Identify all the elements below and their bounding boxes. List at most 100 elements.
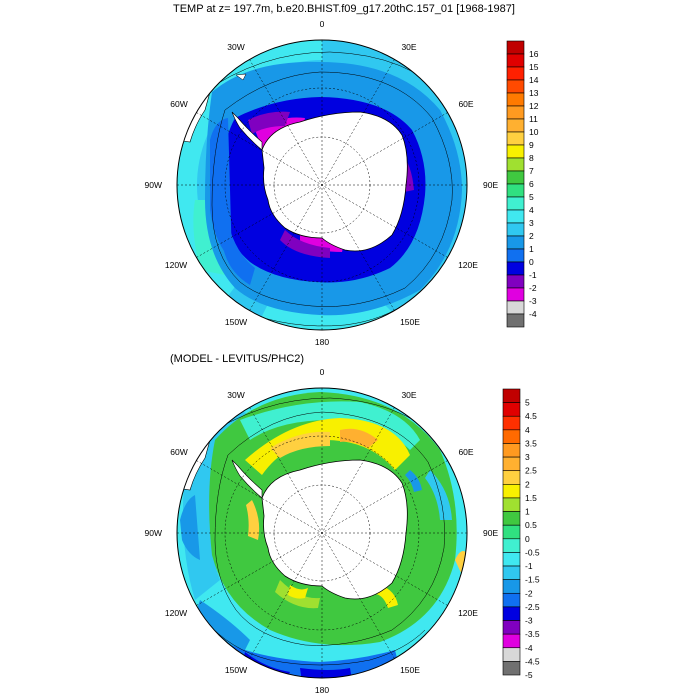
colorbar-level-label: 4: [529, 205, 534, 215]
colorbar-swatch: [502, 633, 521, 649]
colorbar-level-label: 3: [525, 452, 530, 462]
longitude-label: 60W: [170, 447, 187, 457]
colorbar-swatch: [502, 415, 521, 431]
colorbar-swatch: [502, 402, 521, 417]
longitude-label: 180: [315, 685, 329, 695]
longitude-label: 90E: [483, 180, 498, 190]
colorbar-swatch: [506, 92, 525, 107]
colorbar-swatch: [502, 647, 521, 662]
colorbar-level-label: -1.5: [525, 575, 540, 585]
colorbar-swatch: [506, 79, 525, 94]
colorbar-level-label: 1.5: [525, 493, 537, 503]
colorbar-level-label: -1: [529, 270, 537, 280]
colorbar-level-label: 11: [529, 114, 538, 124]
colorbar-level-label: 6: [529, 179, 534, 189]
colorbar-level-label: -2: [529, 283, 537, 293]
panel-1-map-boundary: [176, 39, 468, 331]
longitude-label: 150E: [400, 665, 420, 675]
colorbar-swatch: [506, 196, 525, 211]
colorbar-level-label: 16: [529, 49, 539, 59]
colorbar-swatch: [506, 40, 525, 55]
colorbar-level-label: -2.5: [525, 602, 540, 612]
colorbar-level-label: 4: [525, 425, 530, 435]
longitude-label: 60W: [170, 99, 187, 109]
colorbar-swatch: [506, 118, 525, 133]
colorbar-swatch: [502, 620, 521, 635]
colorbar-swatch: [502, 470, 521, 485]
colorbar-swatch: [506, 183, 525, 198]
colorbar-level-label: 2: [525, 479, 530, 489]
longitude-label: 30W: [227, 390, 244, 400]
colorbar-level-label: 1: [525, 507, 530, 517]
colorbar-level-label: 0.5: [525, 520, 537, 530]
colorbar-swatch: [506, 261, 525, 276]
colorbar-swatch: [506, 144, 525, 159]
colorbar-swatch: [506, 248, 525, 263]
colorbar-swatch: [502, 565, 521, 580]
colorbar-swatch: [502, 606, 521, 621]
longitude-label: 150W: [225, 317, 247, 327]
panel-1-title: TEMP at z= 197.7m, b.e20.BHIST.f09_g17.2…: [173, 3, 515, 15]
colorbar-swatch: [506, 300, 525, 315]
colorbar-level-label: 4.5: [525, 411, 537, 421]
colorbar-swatch: [502, 388, 521, 403]
panel-2-longitude-labels: 0 30E 60E 90E 120E 150E 180 150W 120W 90W 60W 30W: [145, 367, 499, 695]
longitude-label: 120W: [165, 608, 187, 618]
longitude-label: 150E: [400, 317, 420, 327]
colorbar-swatch: [506, 313, 525, 328]
colorbar-swatch: [502, 456, 521, 472]
colorbar-swatch: [506, 235, 525, 250]
longitude-label: 0: [320, 367, 325, 377]
colorbar-level-label: 7: [529, 166, 534, 176]
colorbar-level-label: 2: [529, 231, 534, 241]
colorbar-level-label: 3.5: [525, 438, 537, 448]
colorbar-swatch: [506, 287, 525, 302]
colorbar-level-label: -2: [525, 588, 533, 598]
longitude-label: 120W: [165, 260, 187, 270]
colorbar-level-label: 9: [529, 140, 534, 150]
colorbar-swatch: [506, 170, 525, 185]
colorbar-swatch: [502, 592, 521, 608]
longitude-label: 60E: [458, 447, 473, 457]
longitude-label: 30W: [227, 42, 244, 52]
colorbar-level-label: 15: [529, 62, 539, 72]
colorbar-level-label: 8: [529, 153, 534, 163]
colorbar-swatch: [502, 511, 521, 526]
colorbar-swatch: [502, 497, 521, 512]
colorbar-level-label: -3: [529, 296, 537, 306]
colorbar-level-label: 14: [529, 75, 539, 85]
longitude-label: 120E: [458, 608, 478, 618]
panel-2-colorbar: 5 4.5 4 3.5 3 2.5 2 1.5 1 0.5 0 -0.5 -1 -1.5 -2 -2.5 -3 -…: [502, 388, 540, 680]
longitude-label: 30E: [401, 390, 416, 400]
colorbar-level-label: -0.5: [525, 547, 540, 557]
colorbar-swatch: [502, 579, 521, 594]
panel-2-map-boundary: [176, 387, 468, 679]
colorbar-level-label: 0: [525, 534, 530, 544]
colorbar-swatch: [502, 524, 521, 540]
colorbar-swatch: [502, 538, 521, 553]
colorbar-swatch: [506, 157, 525, 172]
colorbar-level-label: -4: [529, 309, 537, 319]
colorbar-level-label: -3: [525, 616, 533, 626]
longitude-label: 90W: [145, 180, 162, 190]
colorbar-level-label: 1: [529, 244, 534, 254]
colorbar-level-label: 5: [529, 192, 534, 202]
longitude-label: 90E: [483, 528, 498, 538]
longitude-label: 30E: [401, 42, 416, 52]
colorbar-swatch: [502, 429, 521, 444]
colorbar-swatch: [506, 131, 525, 146]
panel-2-map-field: [177, 388, 467, 678]
colorbar-level-label: -5: [525, 670, 533, 680]
colorbar-swatch: [502, 443, 521, 458]
panel-1-longitude-labels: 0 30E 60E 90E 120E 150E 180 150W 120W 90W 60W 30W: [145, 19, 499, 347]
colorbar-level-label: 2.5: [525, 466, 537, 476]
colorbar-level-label: 5: [525, 398, 530, 408]
colorbar-swatch: [506, 66, 525, 81]
colorbar-swatch: [506, 274, 525, 289]
longitude-label: 0: [320, 19, 325, 29]
colorbar-level-label: -4.5: [525, 656, 540, 666]
colorbar-level-label: -3.5: [525, 629, 540, 639]
panel-1-map-field: [177, 40, 467, 330]
